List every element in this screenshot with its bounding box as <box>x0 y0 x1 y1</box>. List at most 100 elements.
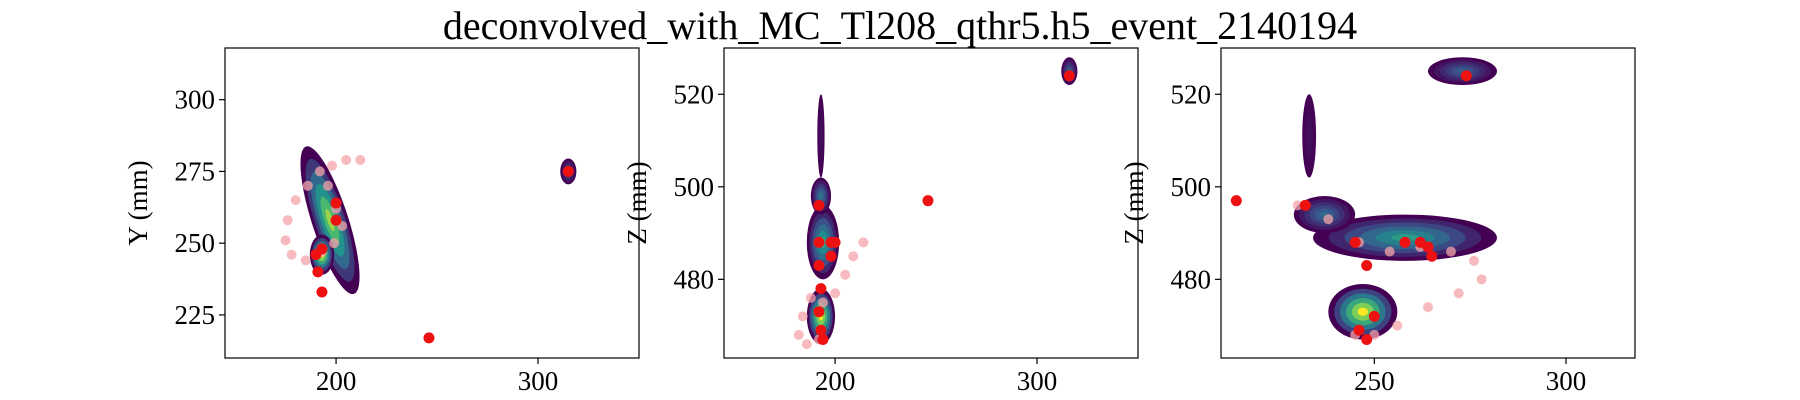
y-tick-label: 250 <box>175 228 216 258</box>
trail-point <box>355 154 366 165</box>
trail-point <box>797 311 808 322</box>
trail-point <box>848 251 859 262</box>
trail-point <box>1369 329 1380 340</box>
trail-point <box>290 195 301 206</box>
x-tick-label: 300 <box>518 366 559 396</box>
data-point <box>1399 236 1411 248</box>
heatmap-cell <box>1308 129 1311 143</box>
data-point <box>562 165 574 177</box>
heatmap-area <box>1230 57 1497 345</box>
data-point <box>829 236 841 248</box>
x-tick-label: 300 <box>1546 366 1587 396</box>
figure-title: deconvolved_with_MC_Tl208_qthr5.h5_event… <box>442 3 1358 48</box>
data-point <box>1368 310 1380 322</box>
xz-projection-panel: 200 300 480 500 520 Z (mm) <box>622 47 1139 396</box>
data-point <box>423 332 435 344</box>
heatmap-cell <box>820 129 822 143</box>
data-point <box>316 286 328 298</box>
y-tick-label: 275 <box>175 156 216 186</box>
trail-point <box>322 180 333 191</box>
data-point <box>1230 195 1242 207</box>
trail-point <box>1323 214 1334 225</box>
heatmap-area <box>280 146 577 344</box>
yz-projection-panel: 250 300 480 500 520 Z (mm) <box>1119 47 1636 396</box>
heatmap-cell <box>819 193 823 199</box>
y-tick-label: 225 <box>175 300 216 330</box>
data-point <box>1361 333 1373 345</box>
trail-point <box>302 180 313 191</box>
xy-projection-panel: 200 300 225 250 275 300 Y (mm) <box>123 47 640 396</box>
heatmap-area <box>793 57 1078 350</box>
y-tick-label: 300 <box>175 85 216 115</box>
data-point <box>1426 250 1438 262</box>
data-point <box>817 333 829 345</box>
data-point <box>813 199 825 211</box>
trail-point <box>840 269 851 280</box>
trail-point <box>1476 274 1487 285</box>
trail-point <box>1392 320 1403 331</box>
trail-point <box>1469 255 1479 266</box>
x-tick-label: 200 <box>815 366 856 396</box>
x-tick-label: 250 <box>1354 366 1395 396</box>
y-tick-label: 500 <box>674 172 715 202</box>
trail-point <box>858 237 869 248</box>
data-point <box>1422 241 1434 253</box>
data-point <box>815 324 827 336</box>
data-point <box>1353 324 1365 336</box>
data-point <box>813 259 825 271</box>
trail-point <box>793 329 804 340</box>
trail-point <box>805 292 816 303</box>
heatmap-blob <box>300 146 360 295</box>
trail-point <box>329 238 340 249</box>
trail-point <box>1453 288 1464 299</box>
plot-frame <box>224 47 640 359</box>
trail-point <box>300 255 311 266</box>
data-point <box>1063 70 1075 82</box>
trail-point <box>801 339 812 350</box>
data-point <box>815 283 827 295</box>
y-tick-label: 520 <box>674 79 715 109</box>
data-point <box>1299 199 1311 211</box>
heatmap-blob <box>817 94 825 178</box>
trail-point <box>1384 246 1395 257</box>
trail-point <box>282 215 293 226</box>
data-point <box>310 249 322 261</box>
trail-point <box>314 166 325 177</box>
data-point <box>813 306 825 318</box>
heatmap-cell <box>325 209 335 232</box>
x-tick-label: 200 <box>316 366 357 396</box>
data-point <box>330 197 342 209</box>
trail-point <box>817 297 828 308</box>
data-point <box>1349 236 1361 248</box>
data-point <box>312 266 324 278</box>
data-point <box>1361 259 1373 271</box>
trail-point <box>1292 200 1303 211</box>
trail-point <box>280 235 291 246</box>
x-tick-label: 300 <box>1017 366 1058 396</box>
y-axis-label: Y (mm) <box>123 160 153 245</box>
data-point <box>825 250 837 262</box>
data-point <box>813 236 825 248</box>
trail-point <box>327 160 338 171</box>
trail-point <box>1446 246 1456 257</box>
plot-frame <box>723 47 1139 359</box>
y-tick-label: 480 <box>1171 264 1212 294</box>
y-axis-label: Z (mm) <box>1119 161 1149 244</box>
trail-point <box>286 249 297 260</box>
y-tick-label: 500 <box>1171 172 1212 202</box>
y-tick-label: 480 <box>674 264 715 294</box>
data-point <box>330 214 342 226</box>
heatmap-blob <box>1328 283 1398 340</box>
heatmap-blob <box>1302 94 1317 178</box>
data-point <box>922 195 934 207</box>
y-axis-label: Z (mm) <box>622 161 652 244</box>
trail-point <box>1423 302 1433 313</box>
trail-point <box>341 154 352 165</box>
y-tick-label: 520 <box>1171 79 1212 109</box>
heatmap-cell <box>1357 307 1369 316</box>
plot-frame <box>1220 47 1636 359</box>
trail-point <box>830 288 841 299</box>
data-point <box>1460 70 1472 82</box>
heatmap-blob <box>1428 57 1497 86</box>
